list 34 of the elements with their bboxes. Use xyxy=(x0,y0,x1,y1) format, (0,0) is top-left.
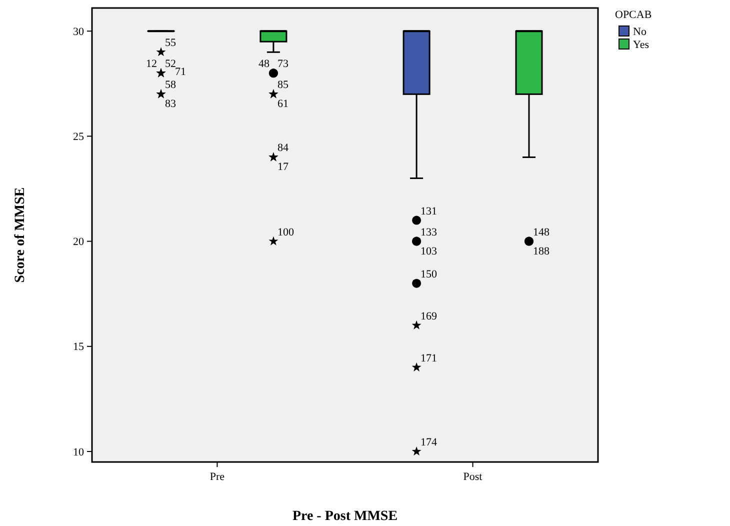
annotation: 17 xyxy=(277,161,289,174)
y-tick-label: 30 xyxy=(73,26,84,38)
annotation: 48 xyxy=(258,58,270,70)
annotation: 52 xyxy=(165,58,176,70)
annotation: 55 xyxy=(165,37,176,50)
y-tick-label: 10 xyxy=(73,446,84,458)
annotation: 85 xyxy=(277,79,289,92)
annotation: 71 xyxy=(175,66,186,78)
annotation: 100 xyxy=(277,226,294,238)
annotation: 188 xyxy=(533,245,550,258)
annotation: 61 xyxy=(277,98,288,110)
annotation: 12 xyxy=(146,58,157,70)
y-tick-label: 25 xyxy=(73,131,84,144)
legend-title: OPCAB xyxy=(615,9,652,21)
annotation: 133 xyxy=(420,226,438,238)
x-tick-label: Post xyxy=(463,471,482,483)
y-tick-label: 15 xyxy=(73,341,84,354)
annotation: 150 xyxy=(420,268,438,280)
annotation: 84 xyxy=(277,142,289,154)
annotation: 131 xyxy=(420,205,438,218)
annotation: 73 xyxy=(277,58,289,70)
annotation: 148 xyxy=(533,226,550,238)
x-axis-title: Pre - Post MMSE xyxy=(292,509,398,524)
legend-label: No xyxy=(633,26,647,38)
x-tick-label: Pre xyxy=(210,471,225,483)
y-axis-title: Score of MMSE xyxy=(13,187,28,283)
annotation: 174 xyxy=(420,436,438,448)
annotation: 171 xyxy=(420,352,438,364)
y-tick-label: 20 xyxy=(73,236,84,248)
legend-label: Yes xyxy=(633,39,650,51)
annotation: 169 xyxy=(420,310,438,322)
annotation: 58 xyxy=(165,79,176,92)
annotation: 83 xyxy=(165,98,176,110)
annotation: 103 xyxy=(420,245,438,258)
